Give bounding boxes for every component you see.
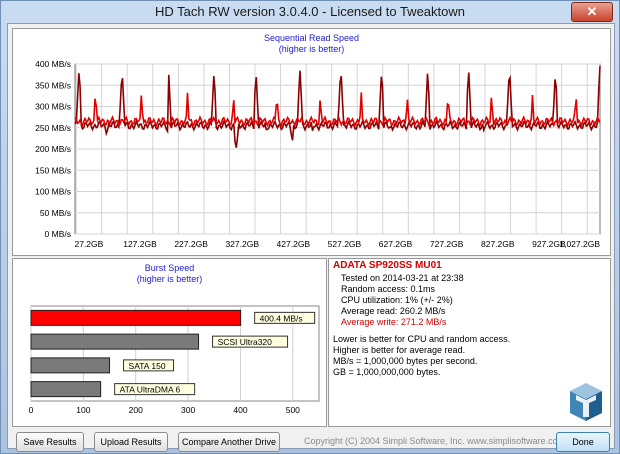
burst-bar-label: 400.4 MB/s [260,313,303,323]
x-tick-label: 127.2GB [123,239,157,249]
x-tick-label: 327.2GB [225,239,259,249]
burst-speed-chart: 0 100 200 300 400 500 400.4 MB/s SCSI Ultra320 S… [29,305,320,415]
results-info-panel: ADATA SP920SS MU01 Tested on 2014-03-21 … [328,258,611,427]
burst-speed-panel: Burst Speed (higher is better) 0 100 200 30… [12,258,327,427]
x-tick-label: 827.2GB [481,239,515,249]
drive-name: ADATA SP920SS MU01 [333,260,442,271]
burst-bar-label-box [254,311,316,324]
note-higher-better: Higher is better for average read. [333,345,466,355]
x-tick-label: 27.2GB [74,239,103,249]
note-gb-definition: GB = 1,000,000,000 bytes. [333,367,441,377]
burst-bar-self [30,309,242,326]
window-title: HD Tach RW version 3.0.4.0 - Licensed to… [155,4,465,19]
note-mbs-definition: MB/s = 1,000,000 bytes per second. [333,356,478,366]
burst-bar-reference [30,333,200,350]
x-tick-label: 227.2GB [174,239,208,249]
tweaktown-logo-icon [570,383,602,421]
done-button[interactable]: Done [556,432,610,452]
x-tick-label: 427.2GB [277,239,311,249]
burst-x-tick-label: 100 [76,405,90,415]
burst-bar-label: SCSI Ultra320 [218,337,273,347]
burst-x-tick-label: 200 [129,405,143,415]
y-tick-label: 350 MB/s [35,80,71,90]
read-series-line [74,66,601,148]
burst-x-tick-label: 300 [181,405,195,415]
sequential-chart-title: Sequential Read Speed [263,33,360,43]
y-tick-label: 250 MB/s [35,123,71,133]
close-button[interactable]: ✕ [571,2,613,22]
x-tick-label: 1,027.2GB [559,239,600,249]
burst-bar-label: SATA 150 [129,361,166,371]
burst-bar-label-box [114,383,196,396]
burst-bar-reference [30,357,111,374]
y-tick-label: 200 MB/s [35,144,71,154]
y-tick-label: 50 MB/s [40,208,71,218]
copyright-text: Copyright (C) 2004 Simpli Software, Inc.… [304,436,566,446]
upload-results-button[interactable]: Upload Results [94,432,168,452]
save-results-button[interactable]: Save Results [16,432,84,452]
compare-drive-button[interactable]: Compare Another Drive [178,432,280,452]
write-series-line [74,92,601,128]
burst-bar-label: ATA UltraDMA 6 [120,385,181,395]
x-tick-label: 727.2GB [430,239,464,249]
burst-chart-subtitle: (higher is better) [136,274,203,284]
y-tick-label: 100 MB/s [35,187,71,197]
y-tick-label: 400 MB/s [35,59,71,69]
x-tick-label: 527.2GB [328,239,362,249]
x-tick-label: 927.2GB [532,239,566,249]
burst-bar-label-box [123,359,175,372]
average-read: Average read: 260.2 MB/s [341,306,446,316]
random-access: Random access: 0.1ms [341,284,436,294]
sequential-read-panel: Sequential Read Speed (higher is better)… [12,28,611,256]
y-tick-label: 300 MB/s [35,102,71,112]
sequential-read-chart: 0 MB/s 50 MB/s 100 MB/s 150 MB/s 200 MB/s 250… [35,59,601,249]
y-tick-label: 0 MB/s [45,229,71,239]
x-tick-label: 627.2GB [379,239,413,249]
burst-x-tick-label: 500 [286,405,300,415]
cpu-utilization: CPU utilization: 1% (+/- 2%) [341,295,453,305]
sequential-chart-subtitle: (higher is better) [278,44,345,54]
note-lower-better: Lower is better for CPU and random acces… [333,334,511,344]
average-write: Average write: 271.2 MB/s [341,317,447,327]
burst-bar-label-box [212,335,289,348]
y-tick-label: 150 MB/s [35,165,71,175]
burst-x-tick-label: 0 [29,405,34,415]
client-area: Sequential Read Speed (higher is better)… [7,23,615,452]
burst-bar-reference [30,381,102,398]
burst-chart-title: Burst Speed [144,263,195,273]
tested-on: Tested on 2014-03-21 at 23:38 [341,273,464,283]
burst-x-tick-label: 400 [233,405,247,415]
